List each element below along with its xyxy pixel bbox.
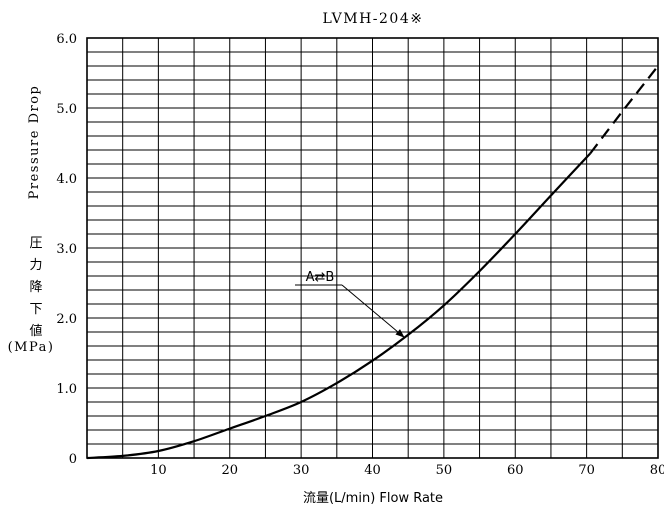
x-tick-label: 70 (578, 463, 595, 478)
series-annotation: A⇄B (295, 270, 405, 338)
x-tick-label: 10 (150, 463, 167, 478)
y-tick-label: 1.0 (56, 382, 77, 397)
annotation-arrowhead (395, 329, 405, 338)
y-axis-label-english: Pressure Drop (27, 85, 42, 200)
x-tick-label: 50 (436, 463, 453, 478)
y-axis-unit: (MPa) (8, 340, 55, 355)
chart-title: LVMH-204※ (323, 11, 424, 27)
x-tick-label: 30 (293, 463, 310, 478)
x-tick-label: 80 (650, 463, 664, 478)
y-axis-label-character: 圧 (29, 236, 42, 251)
y-tick-label: 2.0 (56, 312, 77, 327)
y-tick-label: 5.0 (56, 102, 77, 117)
y-axis-label-character: 降 (29, 280, 42, 295)
y-tick-label: 0 (69, 452, 77, 467)
annotation-leader-line (341, 284, 405, 338)
tick-labels: 10 20 30 40 50 60 70 80 0 1.0 2.0 3.0 4.0 5.0 6.0 (56, 32, 664, 478)
series-line-extrapolated (589, 65, 659, 155)
series-group (86, 65, 659, 460)
y-axis-label-character: 下 (29, 302, 42, 317)
annotation-label: A⇄B (306, 270, 335, 285)
y-tick-label: 6.0 (56, 32, 77, 47)
series-line (86, 152, 591, 460)
x-tick-label: 40 (364, 463, 381, 478)
y-tick-label: 4.0 (56, 172, 77, 187)
y-tick-label: 3.0 (56, 242, 77, 257)
x-axis-label: 流量(L/min) Flow Rate (303, 491, 443, 506)
x-tick-label: 60 (507, 463, 524, 478)
x-tick-label: 20 (221, 463, 238, 478)
plot-frame (86, 37, 659, 459)
grid (87, 38, 658, 458)
y-axis-label-character: 力 (29, 258, 42, 273)
y-axis-label-character: 値 (29, 323, 42, 339)
